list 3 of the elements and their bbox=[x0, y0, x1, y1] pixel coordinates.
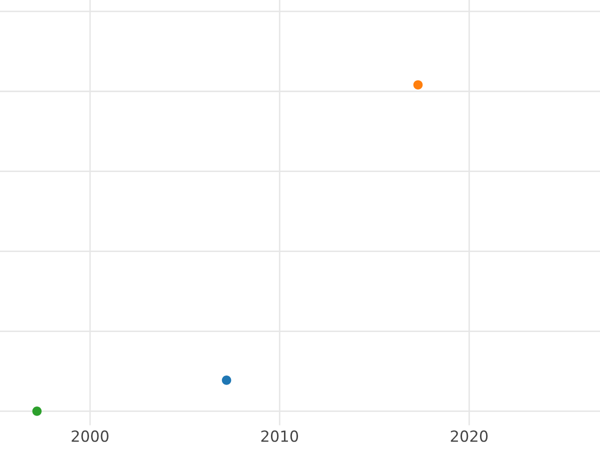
x-tick-label: 2010 bbox=[261, 430, 298, 442]
x-tick-label: 2000 bbox=[72, 430, 108, 442]
x-tick-label: 2020 bbox=[450, 430, 488, 442]
